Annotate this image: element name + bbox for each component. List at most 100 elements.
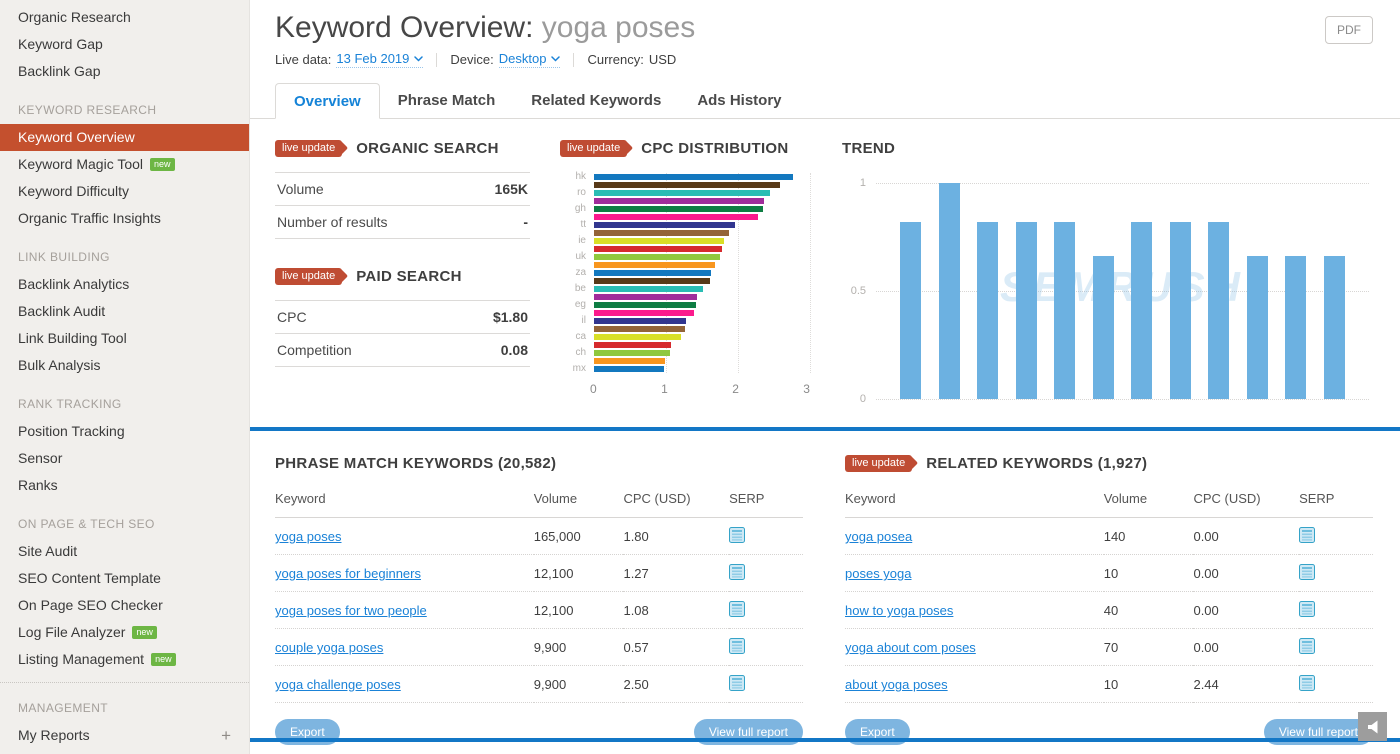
sidebar-item-backlink-audit[interactable]: Backlink Audit — [0, 298, 249, 325]
cpc-bar — [594, 246, 723, 252]
live-update-badge: live update — [560, 139, 628, 157]
sidebar-item-ranks[interactable]: Ranks — [0, 472, 249, 499]
sidebar-item-label: Organic Research — [18, 9, 131, 25]
serp-icon[interactable] — [729, 675, 746, 691]
cpc-bar-label: za — [575, 267, 586, 278]
stat-label: Volume — [277, 181, 324, 197]
x-axis: 0 1 2 3 — [590, 382, 810, 396]
serp-icon[interactable] — [1299, 675, 1316, 691]
sidebar-section-link-building: LINK BUILDING — [18, 250, 110, 264]
tab-overview[interactable]: Overview — [275, 83, 380, 119]
table-row: couple yoga poses 9,900 0.57 — [275, 628, 803, 666]
sidebar-item-link-building-tool[interactable]: Link Building Tool — [0, 325, 249, 352]
volume-cell: 10 — [1103, 665, 1194, 703]
cpc-bar-label: tt — [580, 219, 586, 230]
device-selector[interactable]: Desktop — [498, 51, 561, 68]
sidebar-item-backlink-gap[interactable]: Backlink Gap — [0, 58, 249, 85]
keyword-link[interactable]: yoga poses — [275, 529, 342, 544]
trend-title: TREND — [842, 139, 896, 157]
volume-cell: 165,000 — [533, 517, 624, 555]
tab-ads-history[interactable]: Ads History — [697, 92, 782, 109]
cpc-distribution-panel: live update CPC DISTRIBUTION hk ro gh tt ie u… — [560, 139, 811, 427]
serp-icon[interactable] — [729, 527, 746, 543]
keyword-link[interactable]: yoga about com poses — [845, 640, 976, 655]
serp-cell — [1299, 628, 1373, 666]
cpc-bar-track — [594, 189, 810, 197]
serp-icon[interactable] — [1299, 564, 1316, 580]
keyword-link[interactable]: yoga posea — [845, 529, 913, 544]
sidebar-item-my-reports[interactable]: My Reports + — [0, 722, 249, 749]
volume-cell: 70 — [1103, 628, 1194, 666]
cpc-bar — [594, 310, 695, 316]
related-keywords-table: Keyword Volume CPC (USD) SERP yoga posea 140… — [845, 485, 1373, 703]
sidebar-item-site-audit[interactable]: Site Audit — [0, 538, 249, 565]
sidebar-item-keyword-overview[interactable]: Keyword Overview — [0, 124, 249, 151]
cpc-bar — [594, 294, 697, 300]
serp-icon[interactable] — [1299, 601, 1316, 617]
serp-icon[interactable] — [1299, 527, 1316, 543]
keyword-link[interactable]: yoga poses for two people — [275, 603, 427, 618]
keyword-link[interactable]: poses yoga — [845, 566, 912, 581]
sidebar-item-label: Keyword Gap — [18, 36, 103, 52]
page-title: Keyword Overview: yoga poses — [275, 10, 695, 46]
sidebar-item-log-file-analyzer[interactable]: Log File Analyzer new — [0, 619, 249, 646]
add-report-icon[interactable]: + — [221, 725, 231, 745]
cpc-bar — [594, 198, 764, 204]
keyword-link[interactable]: yoga challenge poses — [275, 677, 401, 692]
volume-cell: 140 — [1103, 517, 1194, 555]
keyword-link[interactable]: about yoga poses — [845, 677, 948, 692]
cpc-cell: 0.00 — [1193, 591, 1300, 629]
sidebar-item-organic-research[interactable]: Organic Research — [0, 4, 249, 31]
sidebar-item-sensor[interactable]: Sensor — [0, 445, 249, 472]
trend-bar — [1092, 256, 1114, 399]
live-update-badge: live update — [275, 267, 343, 285]
sidebar-item-label: Organic Traffic Insights — [18, 210, 161, 226]
cpc-bar-row: be — [560, 284, 810, 294]
sidebar-item-keyword-gap[interactable]: Keyword Gap — [0, 31, 249, 58]
feedback-button[interactable] — [1358, 712, 1387, 741]
divider — [573, 52, 575, 67]
sidebar-item-label: Bulk Analysis — [18, 357, 101, 373]
cpc-bar — [594, 334, 682, 340]
tab-phrase-match[interactable]: Phrase Match — [397, 92, 496, 109]
sidebar-item-organic-traffic-insights[interactable]: Organic Traffic Insights — [0, 205, 249, 232]
sidebar-item-seo-content-template[interactable]: SEO Content Template — [0, 565, 249, 592]
axis-tick: 1 — [859, 177, 866, 189]
axis-tick: 0 — [590, 382, 597, 396]
sidebar-item-on-page-seo-checker[interactable]: On Page SEO Checker — [0, 592, 249, 619]
cpc-bar-track — [594, 285, 810, 293]
sidebar-item-bulk-analysis[interactable]: Bulk Analysis — [0, 352, 249, 379]
sidebar-item-backlink-analytics[interactable]: Backlink Analytics — [0, 271, 249, 298]
axis-tick: 0 — [859, 393, 866, 405]
trend-bar — [1246, 256, 1268, 399]
pdf-export-button[interactable]: PDF — [1325, 16, 1373, 44]
cpc-cell: 1.08 — [623, 591, 730, 629]
sidebar-section-keyword-research: KEYWORD RESEARCH — [18, 103, 157, 117]
keyword-link[interactable]: how to yoga poses — [845, 603, 954, 618]
sidebar-item-position-tracking[interactable]: Position Tracking — [0, 418, 249, 445]
stat-row: Competition 0.08 — [275, 333, 530, 366]
serp-icon[interactable] — [729, 601, 746, 617]
keyword-cell: yoga about com poses — [845, 628, 1104, 666]
sidebar-item-label: On Page SEO Checker — [18, 597, 163, 613]
keyword-link[interactable]: couple yoga poses — [275, 640, 384, 655]
stat-label: Competition — [277, 342, 352, 358]
keyword-cell: about yoga poses — [845, 665, 1104, 703]
cpc-distribution-title: CPC DISTRIBUTION — [641, 139, 789, 157]
phrase-match-title: PHRASE MATCH KEYWORDS (20,582) — [275, 454, 557, 472]
keyword-link[interactable]: yoga poses for beginners — [275, 566, 421, 581]
serp-icon[interactable] — [729, 638, 746, 654]
serp-icon[interactable] — [1299, 638, 1316, 654]
gridline — [737, 173, 739, 373]
sidebar-item-listing-management[interactable]: Listing Management new — [0, 646, 249, 673]
cpc-bar-row — [560, 213, 810, 221]
live-data-selector[interactable]: 13 Feb 2019 — [336, 51, 424, 68]
sidebar-item-keyword-magic-tool[interactable]: Keyword Magic Tool new — [0, 151, 249, 178]
table-row: poses yoga 10 0.00 — [845, 554, 1373, 592]
sidebar-item-keyword-difficulty[interactable]: Keyword Difficulty — [0, 178, 249, 205]
serp-icon[interactable] — [729, 564, 746, 580]
tab-related-keywords[interactable]: Related Keywords — [531, 92, 662, 109]
paid-search-section: live update PAID SEARCH CPC $1.80 Competit… — [275, 267, 530, 367]
device-value: Desktop — [498, 51, 547, 66]
currency-label: Currency: — [587, 52, 644, 67]
